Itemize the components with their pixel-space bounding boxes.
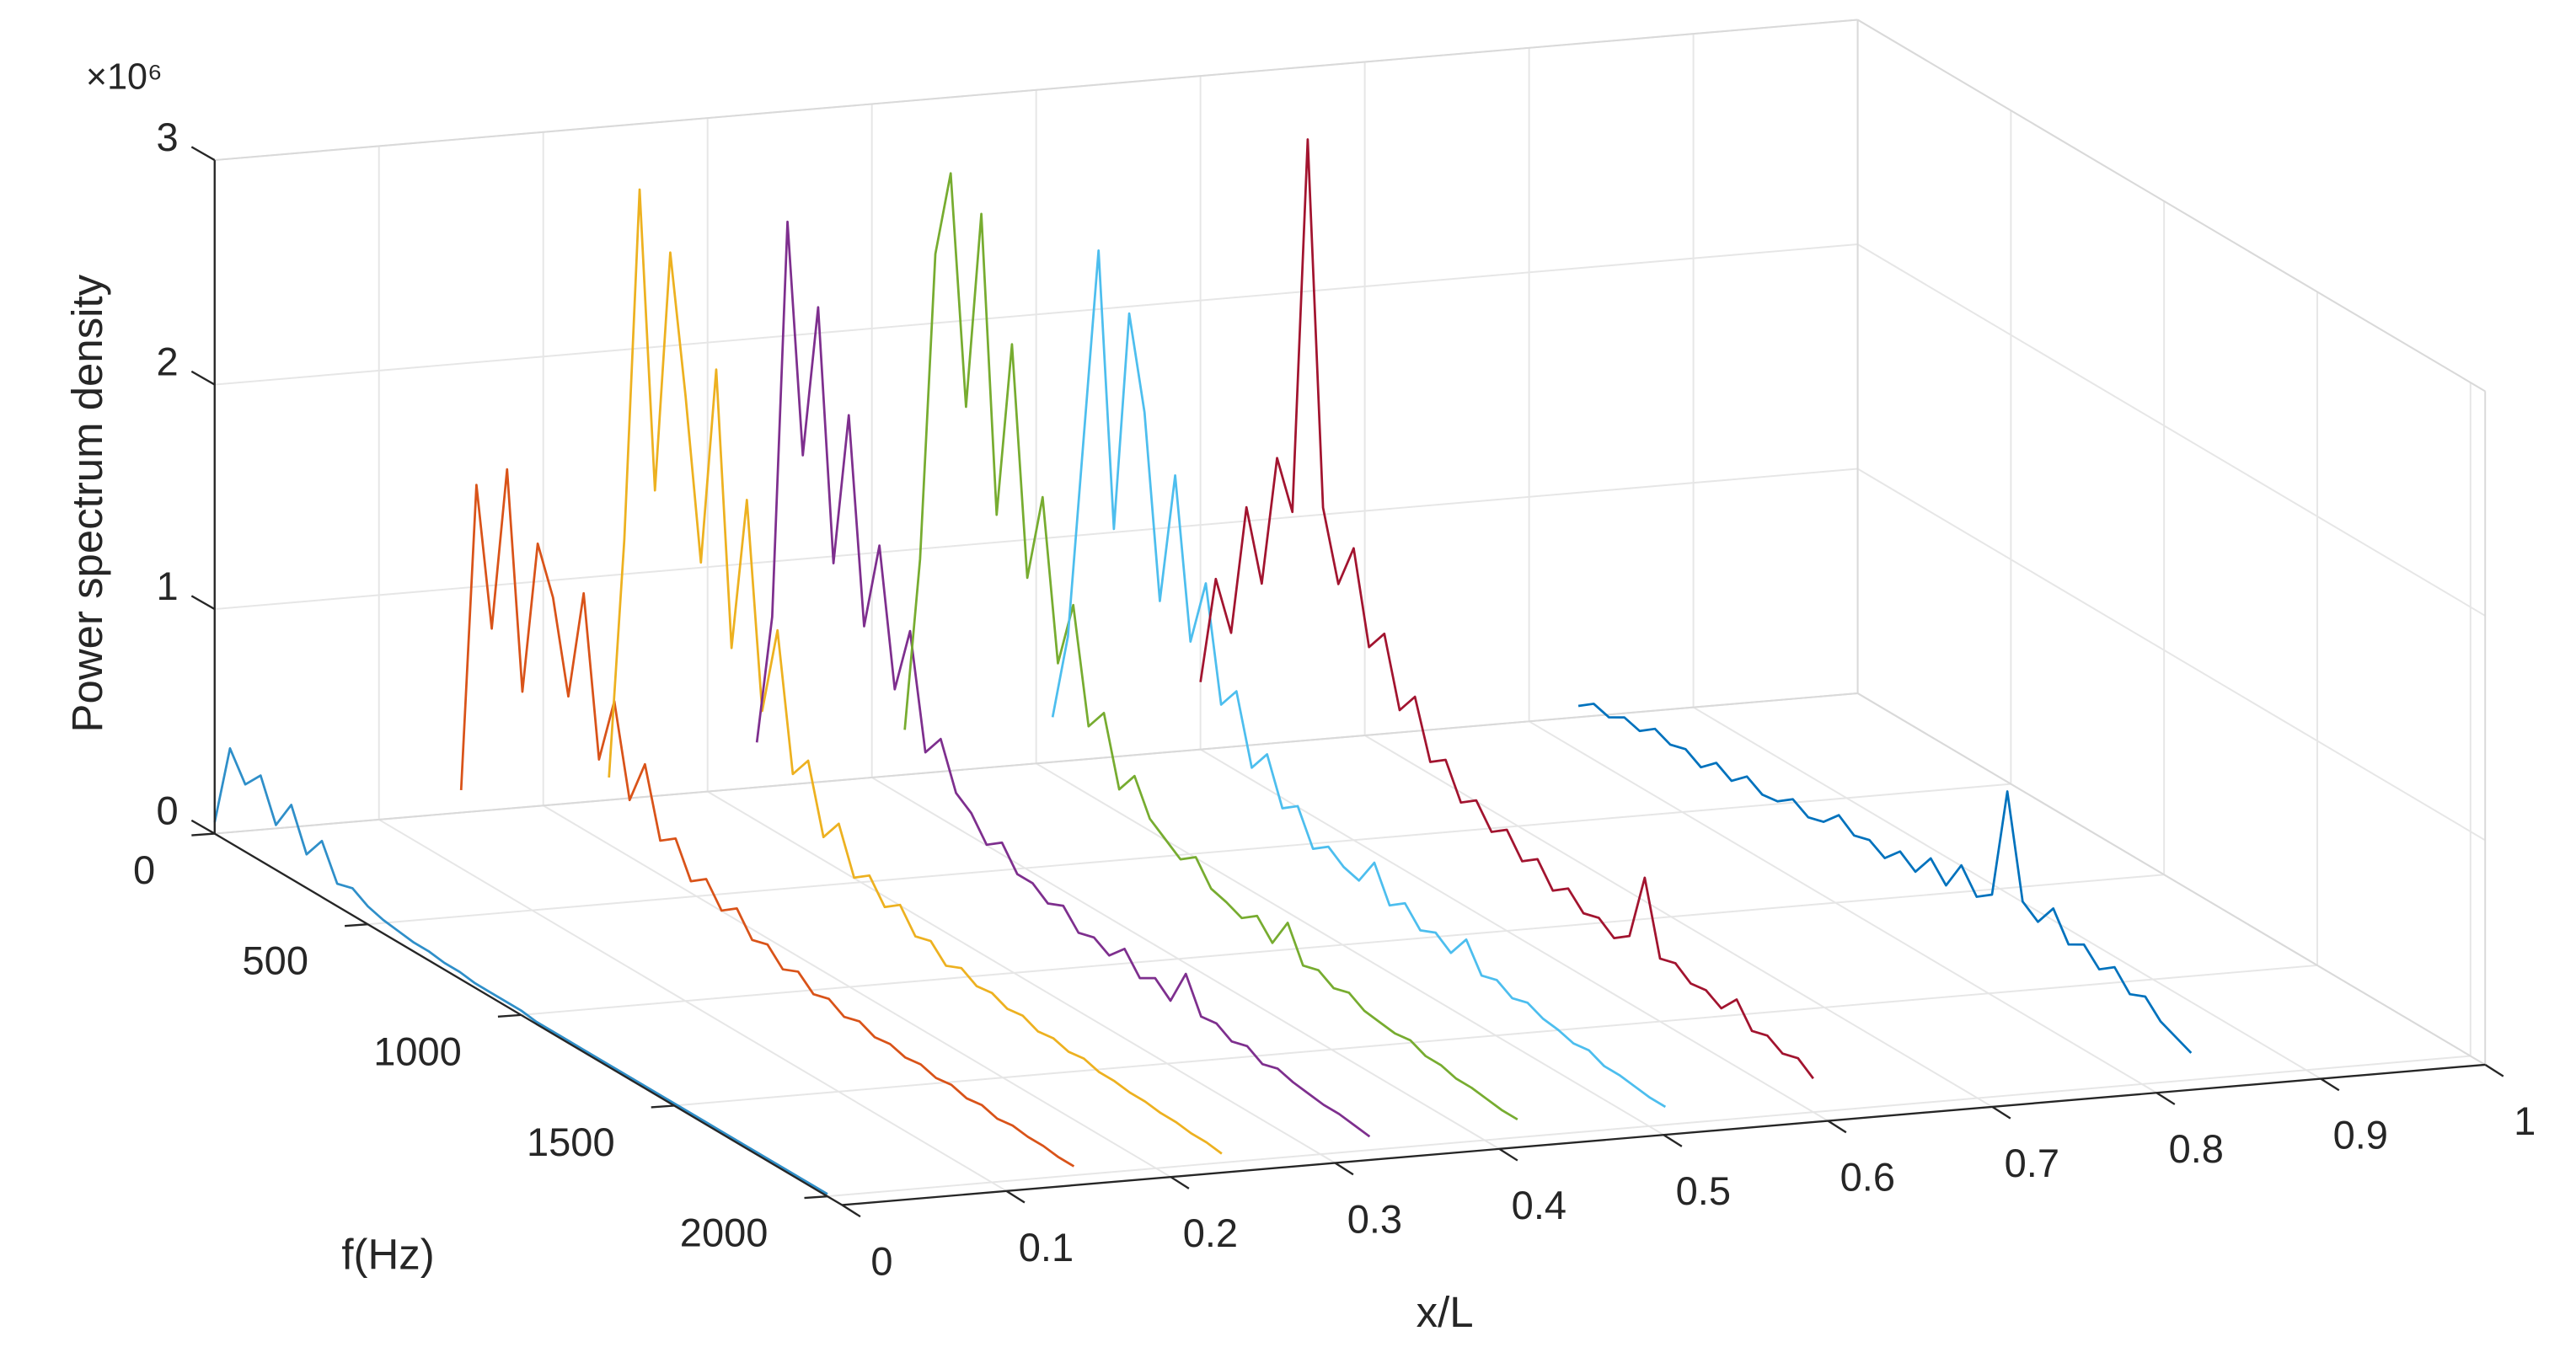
grid-line	[378, 819, 1007, 1192]
f-axis-title: f(Hz)	[341, 1231, 434, 1279]
grid-line	[367, 783, 2011, 926]
x-tick	[2484, 1063, 2504, 1077]
box-edge	[214, 19, 1858, 162]
f-tick-label: 2000	[680, 1211, 769, 1255]
grid-line	[1036, 762, 1664, 1136]
grid-line	[1693, 706, 2322, 1080]
series-line	[1577, 703, 2193, 1054]
x-tick-label: 0.4	[1512, 1183, 1566, 1227]
grid-line	[521, 874, 2165, 1016]
grid-line	[827, 1055, 2471, 1198]
z-tick	[190, 370, 216, 386]
x-tick	[1991, 1105, 2011, 1120]
grid-line	[1364, 735, 1993, 1108]
x-tick	[1498, 1147, 1518, 1162]
z-axis-title: Power spectrum density	[63, 274, 111, 732]
box-edge	[214, 692, 1858, 835]
series-line	[213, 747, 828, 1195]
grid-line	[214, 468, 1858, 611]
f-axis	[214, 832, 843, 1206]
x-tick	[1334, 1162, 1354, 1176]
z-tick	[190, 819, 216, 835]
z-tick-label: 1	[156, 564, 178, 608]
z-tick-label: 2	[156, 339, 178, 383]
x-tick-label: 0.2	[1183, 1211, 1238, 1255]
axis-layer: 0 1 2 3 0 500 1000 1500 2000 0 0.1 0.2 0.3 0.4 0.5 0.6 0…	[133, 115, 2536, 1283]
f-tick-label: 1000	[373, 1029, 462, 1073]
f-tick	[651, 1104, 675, 1109]
f-tick-label: 1500	[527, 1120, 615, 1164]
grid-line	[1857, 243, 2486, 617]
x-tick	[1827, 1120, 1847, 1134]
series-line	[755, 220, 1371, 1138]
grid-line	[214, 243, 1858, 386]
x-tick	[1005, 1189, 1026, 1204]
exponent-label: ×10⁶	[86, 56, 163, 97]
grid-line	[1857, 468, 2486, 842]
x-tick-label: 0.1	[1019, 1225, 1074, 1269]
x-tick-label: 0.6	[1840, 1155, 1895, 1200]
z-tick	[190, 146, 216, 162]
f-tick	[191, 832, 215, 837]
series-line	[1199, 138, 1814, 1080]
series-line	[459, 468, 1075, 1168]
x-tick-label: 0	[870, 1238, 892, 1283]
x-axis-title: x/L	[1417, 1288, 1474, 1336]
x-tick-label: 0.3	[1347, 1196, 1402, 1241]
f-tick	[804, 1195, 828, 1200]
z-tick-label: 0	[156, 788, 178, 832]
box-edge	[1857, 19, 2486, 393]
x-tick-label: 0.9	[2333, 1113, 2388, 1157]
x-tick-label: 0.8	[2169, 1126, 2224, 1171]
box-edge	[1857, 692, 2486, 1066]
f-tick-label: 0	[133, 847, 155, 892]
series-layer	[213, 138, 2193, 1195]
x-tick	[1170, 1176, 1190, 1189]
x-tick-label: 1	[2514, 1098, 2536, 1143]
f-tick-label: 500	[243, 938, 308, 983]
x-tick	[2320, 1077, 2340, 1092]
series-line	[903, 172, 1518, 1121]
x-tick	[1663, 1134, 1683, 1147]
x-tick	[841, 1204, 861, 1218]
z-tick	[190, 595, 216, 611]
grid-layer	[213, 19, 2487, 1206]
grid-line	[674, 964, 2318, 1107]
x-tick	[2156, 1092, 2176, 1105]
z-tick-label: 3	[156, 115, 178, 159]
grid-line	[707, 790, 1336, 1164]
f-tick	[497, 1013, 522, 1018]
x-tick-label: 0.5	[1676, 1168, 1731, 1213]
x-tick-label: 0.7	[2005, 1141, 2059, 1185]
series-line	[1051, 249, 1667, 1109]
grid-line	[543, 804, 1171, 1179]
grid-line	[871, 777, 1500, 1150]
series-line	[608, 188, 1223, 1155]
grid-line	[1529, 720, 2157, 1094]
f-tick	[345, 923, 368, 927]
grid-line	[1200, 748, 1829, 1122]
